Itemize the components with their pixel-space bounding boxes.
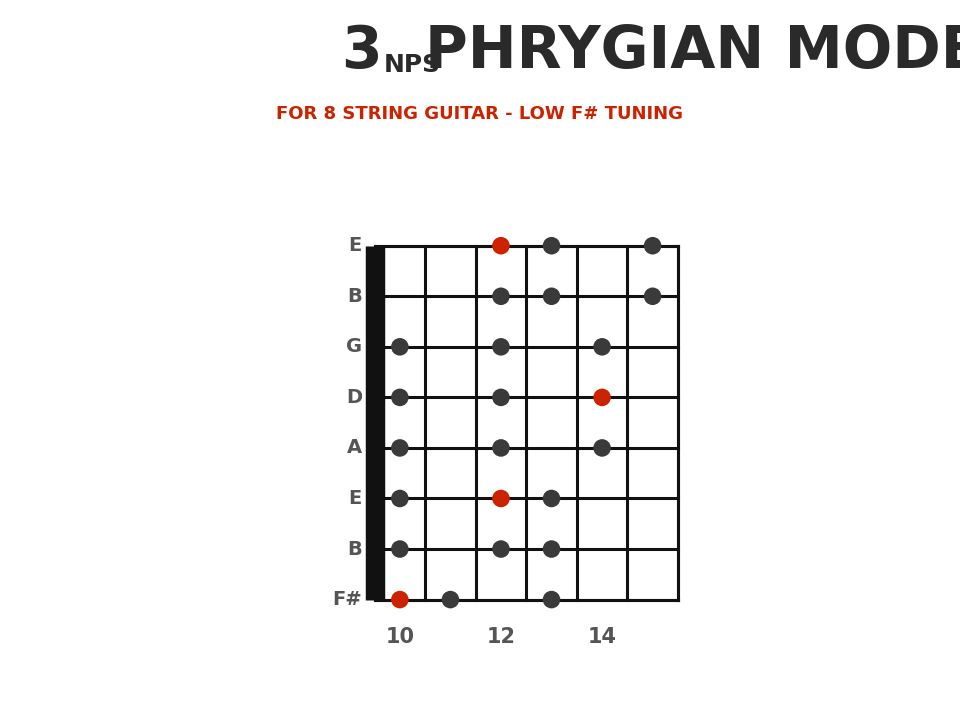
Text: FOR 8 STRING GUITAR - LOW F# TUNING: FOR 8 STRING GUITAR - LOW F# TUNING — [276, 105, 684, 123]
Point — [493, 492, 509, 504]
Point — [493, 290, 509, 302]
Point — [393, 544, 408, 555]
Text: PHRYGIAN MODE: PHRYGIAN MODE — [425, 23, 960, 81]
Text: B: B — [348, 539, 362, 559]
Text: 10: 10 — [385, 627, 415, 647]
Point — [594, 341, 610, 353]
Text: NPS: NPS — [384, 53, 442, 77]
Text: E: E — [348, 236, 362, 255]
Point — [493, 442, 509, 454]
Point — [493, 341, 509, 353]
Point — [393, 341, 408, 353]
Point — [645, 240, 660, 251]
Point — [594, 392, 610, 403]
Text: E: E — [348, 489, 362, 508]
Point — [393, 594, 408, 606]
Point — [493, 392, 509, 403]
Point — [543, 290, 559, 302]
Text: 12: 12 — [487, 627, 516, 647]
Point — [393, 392, 408, 403]
Point — [543, 544, 559, 555]
Point — [543, 240, 559, 251]
Text: A: A — [347, 438, 362, 457]
Text: F#: F# — [332, 590, 362, 609]
Text: 3: 3 — [341, 23, 381, 81]
Point — [393, 442, 408, 454]
Point — [443, 594, 458, 606]
Point — [493, 240, 509, 251]
Point — [543, 492, 559, 504]
Text: G: G — [346, 338, 362, 356]
Text: D: D — [346, 388, 362, 407]
Point — [543, 594, 559, 606]
Text: 14: 14 — [588, 627, 616, 647]
Text: B: B — [348, 287, 362, 306]
Point — [493, 544, 509, 555]
Point — [594, 442, 610, 454]
Point — [645, 290, 660, 302]
Point — [393, 492, 408, 504]
